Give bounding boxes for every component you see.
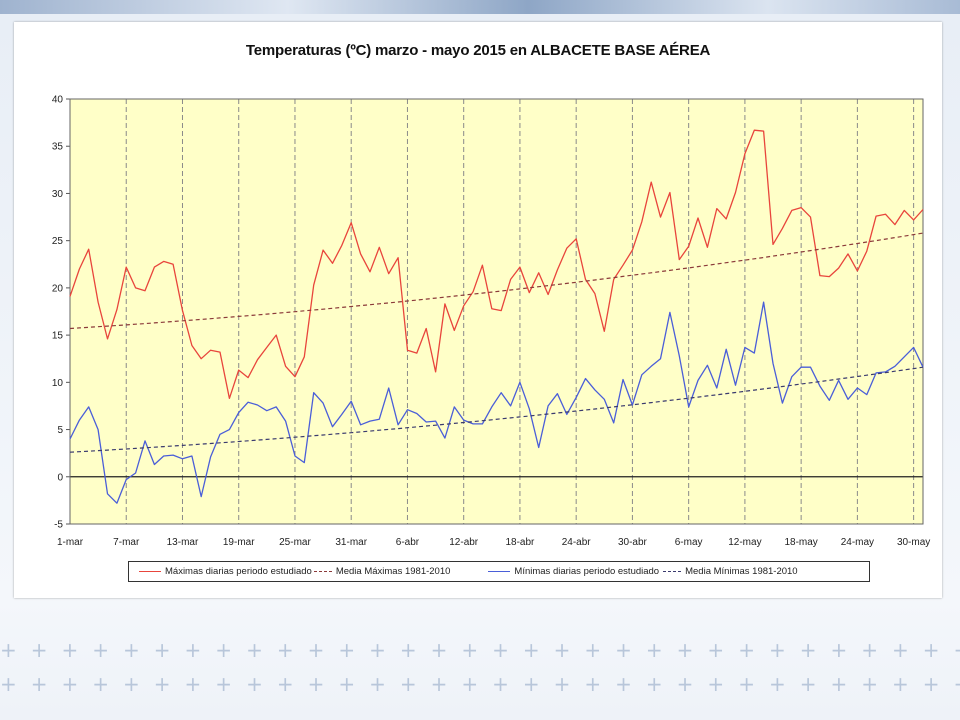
y-tick-label: 30 [52, 189, 64, 200]
chart-title: Temperaturas (ºC) marzo - mayo 2015 en A… [245, 42, 711, 59]
x-tick-label: 13-mar [167, 537, 199, 548]
y-tick-label: 40 [52, 95, 64, 106]
x-tick-label: 24-may [841, 537, 874, 548]
series-line-media-maximas [69, 232, 924, 330]
decorative-top-strip [0, 0, 960, 14]
x-tick-label: 6-may [675, 537, 703, 548]
chart-legend: Máximas diarias periodo estudiado Media … [128, 561, 870, 582]
x-tick-label: 7-mar [113, 537, 140, 548]
legend-swatch-minimas [488, 571, 511, 572]
x-tick-label: 30-may [897, 537, 930, 548]
y-tick-label: 20 [52, 283, 64, 294]
legend-swatch-media-maximas [313, 571, 332, 572]
plot-area [70, 99, 923, 524]
legend-swatch-maximas [139, 571, 161, 572]
decorative-plus-pattern-1: ++++++++++++++++++++++++++++++++ [0, 638, 960, 658]
series-line-media-minimas [69, 366, 924, 453]
legend-label-media-minimas: Media Mínimas 1981-2010 [685, 566, 798, 577]
y-tick-label: 5 [57, 425, 63, 436]
legend-label-minimas: Mínimas diarias periodo estudiado [514, 566, 660, 577]
legend-label-maximas: Máximas diarias periodo estudiado [165, 566, 312, 577]
plot-frame [69, 98, 924, 525]
x-tick-label: 12-may [728, 537, 761, 548]
legend-swatch-media-minimas [663, 571, 682, 572]
legend-item-maximas: Máximas diarias periodo estudiado [139, 566, 312, 577]
y-tick-label: 10 [52, 378, 64, 389]
x-tick-label: 24-abr [562, 537, 592, 548]
x-tick-label: 30-abr [618, 537, 648, 548]
y-tick-label: 0 [57, 472, 63, 483]
y-tick-label: 35 [52, 142, 64, 153]
x-tick-label: 12-abr [449, 537, 479, 548]
decorative-plus-pattern-2: ++++++++++++++++++++++++++++++++ [0, 672, 960, 692]
x-tick-label: 18-may [784, 537, 817, 548]
legend-item-media-minimas: Media Mínimas 1981-2010 [663, 566, 798, 577]
x-tick-label: 31-mar [335, 537, 367, 548]
series-line-minimas [69, 301, 924, 504]
legend-item-media-maximas: Media Máximas 1981-2010 [313, 566, 451, 577]
x-tick-label: 25-mar [279, 537, 311, 548]
y-tick-label: -5 [54, 520, 63, 531]
y-tick-label: 15 [52, 331, 64, 342]
y-tick-label: 25 [52, 236, 64, 247]
legend-item-minimas: Mínimas diarias periodo estudiado [488, 566, 659, 577]
x-tick-label: 19-mar [223, 537, 255, 548]
x-tick-label: 18-abr [505, 537, 535, 548]
chart-panel: Temperaturas (ºC) marzo - mayo 2015 en A… [14, 22, 942, 598]
legend-label-media-maximas: Media Máximas 1981-2010 [335, 566, 451, 577]
x-tick-label: 1-mar [57, 537, 84, 548]
line-chart: 1-mar 7-mar 13-mar 19-mar 25-mar 31-mar 6-abr 1… [52, 95, 930, 549]
series-line-maximas [69, 129, 924, 400]
x-tick-label: 6-abr [396, 537, 420, 548]
